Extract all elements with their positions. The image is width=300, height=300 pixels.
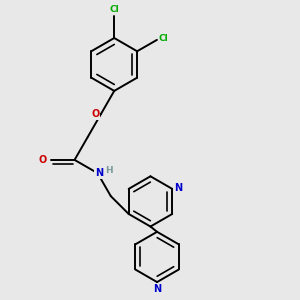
Text: O: O bbox=[38, 155, 47, 165]
Text: N: N bbox=[153, 284, 161, 294]
Text: H: H bbox=[105, 166, 112, 175]
Text: Cl: Cl bbox=[159, 34, 169, 43]
Text: N: N bbox=[95, 168, 103, 178]
Text: O: O bbox=[91, 109, 100, 119]
Text: Cl: Cl bbox=[110, 5, 119, 14]
Text: N: N bbox=[174, 183, 182, 193]
